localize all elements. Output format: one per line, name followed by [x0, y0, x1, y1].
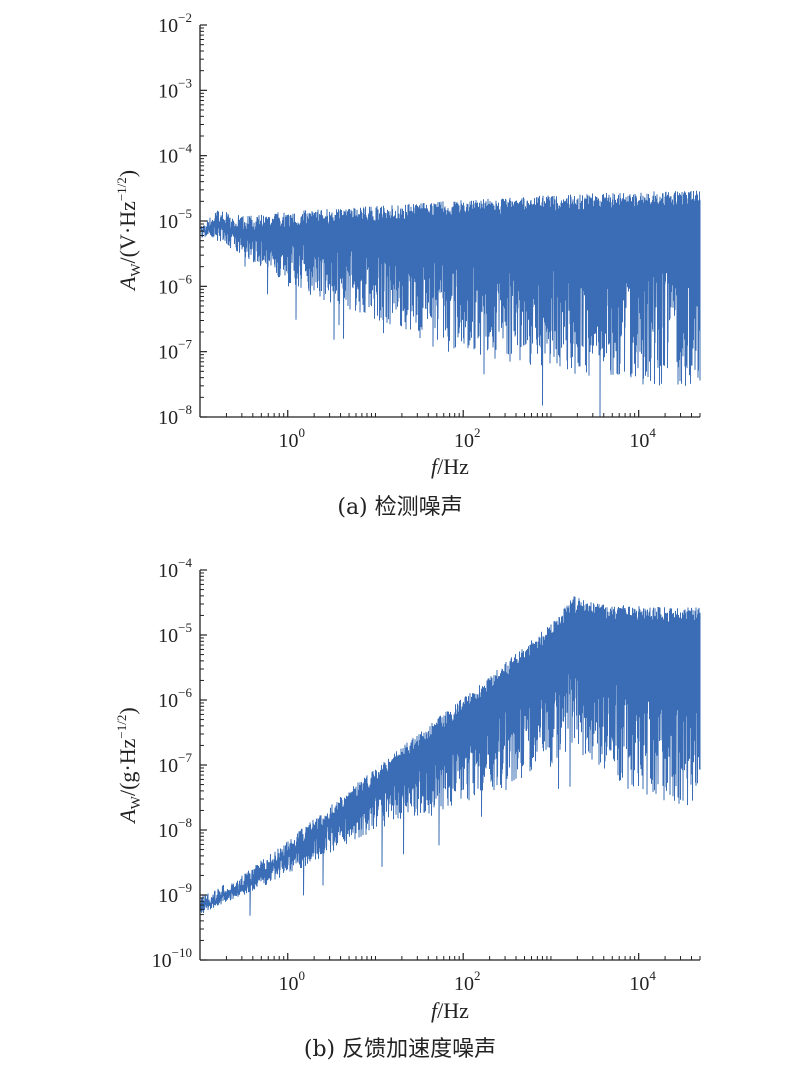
x-tick-label: 102 — [454, 425, 481, 452]
plot-area-a — [200, 190, 701, 418]
y-tick-label: 10−5 — [158, 206, 192, 233]
noise-series — [200, 596, 701, 916]
y-tick-label: 10−10 — [152, 945, 192, 972]
caption-b: (b) 反馈加速度噪声 — [304, 1037, 496, 1062]
axis-ticks-b — [199, 569, 701, 961]
y-tick-label: 10−4 — [158, 555, 192, 582]
y-tick-label: 10−9 — [158, 880, 192, 907]
x-tick-label: 104 — [629, 425, 656, 452]
y-tick-label: 10−8 — [158, 815, 192, 842]
x-tick-labels-b: 100 102 104 — [278, 968, 656, 995]
x-tick-label: 100 — [278, 425, 305, 452]
y-axis-label-a: AW/(V·Hz−1/2) — [114, 170, 144, 292]
plot-area-b — [200, 596, 701, 916]
caption-a: (a) 检测噪声 — [337, 495, 462, 520]
y-tick-labels-a: 10−8 10−7 10−6 10−5 10−4 10−3 10−2 — [158, 10, 192, 429]
y-tick-label: 10−3 — [158, 75, 192, 102]
y-tick-label: 10−2 — [158, 10, 192, 37]
x-axis-label-a: f/Hz — [431, 454, 469, 479]
y-tick-label: 10−8 — [158, 402, 192, 429]
x-tick-label: 102 — [454, 968, 481, 995]
x-tick-label: 104 — [629, 968, 656, 995]
x-tick-labels-a: 100 102 104 — [278, 425, 656, 452]
axis-ticks-a — [199, 24, 701, 418]
y-tick-label: 10−6 — [158, 271, 192, 298]
noise-series — [200, 190, 701, 418]
chart-panel-a: 10−8 10−7 10−6 10−5 10−4 10−3 10−2 100 102 104 f… — [114, 10, 701, 520]
y-tick-label: 10−4 — [158, 141, 192, 168]
y-tick-labels-b: 10−10 10−9 10−8 10−7 10−6 10−5 10−4 — [152, 555, 193, 972]
y-tick-label: 10−5 — [158, 620, 192, 647]
x-tick-label: 100 — [278, 968, 305, 995]
y-tick-label: 10−6 — [158, 685, 192, 712]
y-tick-label: 10−7 — [158, 750, 192, 777]
x-axis-label-b: f/Hz — [431, 998, 469, 1023]
y-tick-label: 10−7 — [158, 337, 192, 364]
y-axis-label-b: AW/(g·Hz−1/2) — [114, 707, 144, 824]
